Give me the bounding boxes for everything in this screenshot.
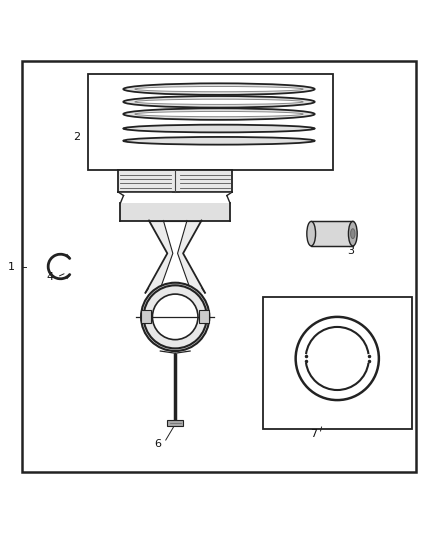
Circle shape [152,294,198,340]
Bar [120,203,230,221]
Ellipse shape [124,137,314,144]
Bar [88,74,333,170]
Ellipse shape [307,221,315,246]
Ellipse shape [124,96,314,108]
Text: 1: 1 [7,262,14,271]
Polygon shape [145,221,205,293]
Circle shape [141,282,209,351]
Text: 4: 4 [47,272,54,282]
Bar [263,297,412,429]
Text: 2: 2 [73,132,80,142]
Bar [118,170,232,192]
Circle shape [144,285,207,349]
Ellipse shape [350,229,355,239]
Ellipse shape [124,125,314,132]
Bar [199,310,209,324]
Bar [311,221,353,246]
Text: 5: 5 [145,312,152,322]
Text: 3: 3 [347,246,354,256]
Ellipse shape [124,83,314,95]
Ellipse shape [124,108,314,120]
Bar [141,310,152,324]
Bar [167,420,183,426]
Ellipse shape [135,111,303,117]
Ellipse shape [135,86,303,92]
Ellipse shape [348,221,357,246]
Text: 7: 7 [310,429,317,439]
Ellipse shape [135,99,303,104]
Text: 6: 6 [154,439,161,449]
